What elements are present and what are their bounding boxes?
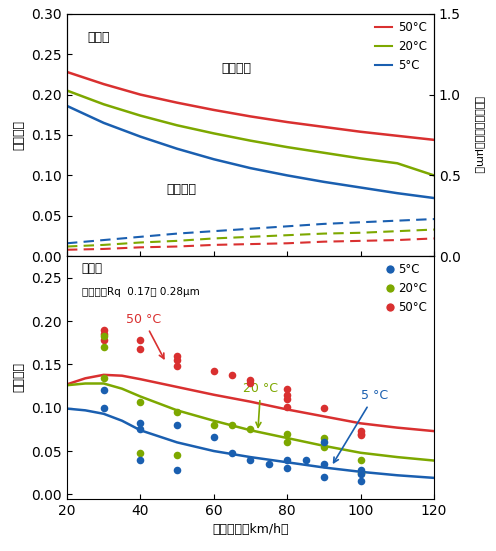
- Text: 表面粗さRq  0.17－ 0.28μm: 表面粗さRq 0.17－ 0.28μm: [82, 287, 199, 296]
- Point: [228, 449, 236, 457]
- Point: [320, 442, 328, 451]
- Point: [320, 473, 328, 482]
- Point: [136, 344, 144, 353]
- Text: 水膜厚さ: 水膜厚さ: [166, 183, 196, 196]
- Point: [100, 326, 108, 334]
- Point: [283, 395, 291, 403]
- Point: [173, 466, 181, 474]
- Point: [228, 370, 236, 379]
- Point: [357, 431, 365, 440]
- Text: 5 °C: 5 °C: [334, 389, 388, 463]
- Legend: 50°C, 20°C, 5°C: 50°C, 20°C, 5°C: [375, 21, 428, 72]
- Point: [247, 376, 254, 385]
- Point: [357, 470, 365, 479]
- Point: [357, 426, 365, 435]
- X-axis label: 走行速度（km/h）: 走行速度（km/h）: [212, 523, 289, 536]
- Point: [283, 464, 291, 473]
- Point: [136, 419, 144, 428]
- Point: [210, 420, 218, 429]
- Point: [173, 451, 181, 460]
- Point: [100, 386, 108, 395]
- Point: [320, 403, 328, 412]
- Y-axis label: 中心部水膜厚さ（μm）: 中心部水膜厚さ（μm）: [473, 96, 483, 174]
- Point: [283, 390, 291, 399]
- Point: [100, 374, 108, 383]
- Point: [357, 429, 365, 438]
- Point: [136, 336, 144, 344]
- Point: [100, 336, 108, 344]
- Point: [357, 468, 365, 477]
- Y-axis label: 粘着係数: 粘着係数: [13, 120, 26, 150]
- Legend: 5°C, 20°C, 50°C: 5°C, 20°C, 50°C: [386, 263, 428, 314]
- Text: 粘着係数: 粘着係数: [221, 62, 251, 75]
- Point: [283, 402, 291, 411]
- Point: [173, 408, 181, 417]
- Point: [173, 356, 181, 365]
- Point: [136, 425, 144, 434]
- Point: [357, 455, 365, 464]
- Text: 計算値: 計算値: [87, 31, 110, 44]
- Point: [228, 420, 236, 429]
- Point: [247, 425, 254, 434]
- Text: 実験値: 実験値: [82, 262, 103, 276]
- Point: [283, 384, 291, 393]
- Point: [302, 455, 310, 464]
- Point: [320, 438, 328, 447]
- Point: [320, 434, 328, 442]
- Point: [100, 343, 108, 352]
- Point: [173, 352, 181, 360]
- Point: [173, 420, 181, 429]
- Point: [283, 429, 291, 438]
- Point: [357, 466, 365, 474]
- Text: 20 °C: 20 °C: [243, 382, 278, 428]
- Point: [357, 477, 365, 486]
- Point: [100, 329, 108, 338]
- Point: [136, 449, 144, 457]
- Text: 50 °C: 50 °C: [125, 313, 164, 359]
- Point: [283, 455, 291, 464]
- Point: [173, 362, 181, 371]
- Point: [100, 403, 108, 412]
- Point: [210, 367, 218, 376]
- Point: [100, 332, 108, 341]
- Point: [210, 433, 218, 441]
- Point: [136, 455, 144, 464]
- Point: [283, 438, 291, 447]
- Point: [247, 455, 254, 464]
- Point: [136, 397, 144, 406]
- Point: [247, 379, 254, 388]
- Point: [320, 460, 328, 468]
- Y-axis label: 粘着係数: 粘着係数: [13, 363, 26, 392]
- Point: [265, 460, 273, 468]
